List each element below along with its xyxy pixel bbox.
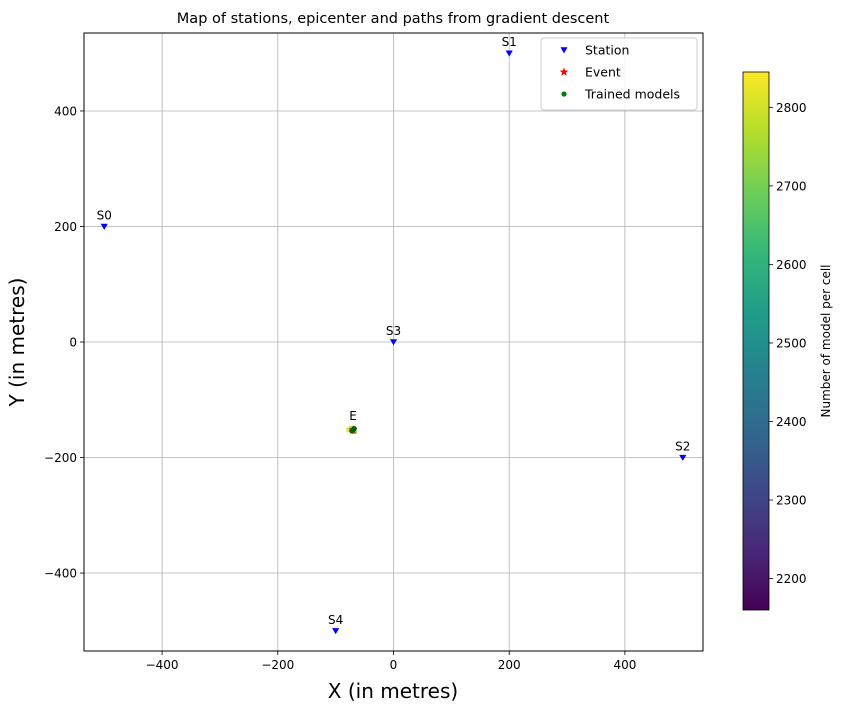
point-labels: S0 S1 S2 S3 S4 E (97, 35, 691, 627)
station-marker (679, 454, 687, 461)
colorbar-label: Number of model per cell (819, 265, 833, 418)
station-label: S4 (328, 613, 343, 627)
event-label: E (349, 409, 357, 423)
colorbar-tick-label: 2300 (776, 494, 807, 508)
legend-label: Event (585, 65, 621, 80)
station-marker (389, 339, 398, 346)
x-tick-label: −200 (261, 658, 294, 672)
colorbar-tick-label: 2600 (776, 258, 807, 272)
colorbar-ticks: 2200 2300 2400 2500 2600 2700 2800 (769, 101, 807, 586)
station-marker (332, 628, 340, 635)
legend-label: Station (585, 43, 629, 58)
x-tick-label: 400 (613, 658, 636, 672)
heat-cell (346, 427, 352, 433)
x-tick-label: 200 (498, 658, 521, 672)
colorbar-tick-label: 2700 (776, 179, 807, 193)
colorbar-tick-label: 2400 (776, 415, 807, 429)
trained-model-point (349, 428, 355, 434)
station-marker (505, 50, 513, 57)
colorbar: 2200 2300 2400 2500 2600 2700 2800 Number of m… (742, 71, 833, 611)
colorbar-tick-label: 2800 (776, 101, 807, 115)
y-axis-label: Y (in metres) (5, 278, 29, 408)
data-marks (100, 50, 687, 635)
colorbar-gradient (742, 71, 770, 611)
y-tick-label: 0 (69, 336, 77, 350)
y-tick-label: 200 (54, 220, 77, 234)
legend-frame (540, 37, 698, 111)
x-tick-label: −400 (146, 658, 179, 672)
plot-frame (83, 32, 704, 652)
x-axis-ticks: −400 −200 0 200 400 (146, 651, 636, 672)
y-axis-ticks: −400 −200 0 200 400 (44, 104, 84, 581)
y-tick-label: 400 (54, 104, 77, 118)
station-label: S0 (97, 208, 112, 222)
legend: Station Event Trained models (540, 37, 698, 111)
grid-lines (84, 33, 703, 651)
colorbar-tick-label: 2500 (776, 336, 807, 350)
station-marker (100, 223, 108, 230)
station-label: S1 (502, 35, 517, 49)
colorbar-tick-label: 2200 (776, 572, 807, 586)
legend-event-icon (559, 67, 569, 76)
station-label: S2 (675, 440, 690, 454)
x-axis-label: X (in metres) (328, 679, 458, 703)
y-tick-label: −400 (44, 567, 77, 581)
chart-title: Map of stations, epicenter and paths fro… (177, 11, 610, 27)
legend-trained-models-icon (561, 91, 567, 97)
legend-station-icon (560, 47, 568, 54)
y-tick-label: −200 (44, 451, 77, 465)
station-label: S3 (386, 324, 401, 338)
x-tick-label: 0 (390, 658, 398, 672)
legend-label: Trained models (584, 87, 680, 102)
